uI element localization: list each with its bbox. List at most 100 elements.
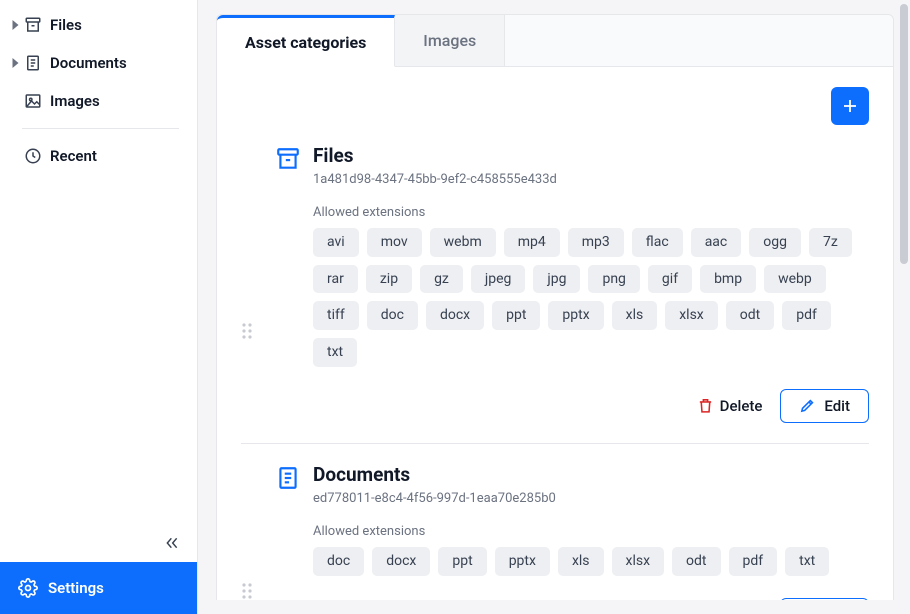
edit-button[interactable]: Edit xyxy=(780,598,869,600)
extension-tag: docx xyxy=(426,301,484,330)
sidebar-item-label: Files xyxy=(50,16,82,34)
tab-asset-categories[interactable]: Asset categories xyxy=(217,15,395,67)
extension-tag: jpeg xyxy=(471,265,526,294)
drag-icon xyxy=(241,582,253,600)
extension-tag: pdf xyxy=(782,301,831,330)
sidebar-divider xyxy=(22,128,179,129)
sidebar: Files Documents Images xyxy=(0,0,198,614)
extension-tag: rar xyxy=(313,265,358,294)
caret-icon xyxy=(10,20,20,30)
delete-button[interactable]: Delete xyxy=(697,397,763,415)
caret-icon xyxy=(10,58,20,68)
drag-handle[interactable] xyxy=(241,228,253,340)
delete-label: Delete xyxy=(720,397,763,415)
sidebar-tree: Files Documents Images xyxy=(0,0,197,524)
categories-list: Files 1a481d98-4347-45bb-9ef2-c458555e433… xyxy=(241,145,869,600)
extension-tag: mp4 xyxy=(504,228,560,257)
archive-icon xyxy=(22,16,44,34)
extension-tag: avi xyxy=(313,228,359,257)
category-content: Files 1a481d98-4347-45bb-9ef2-c458555e433… xyxy=(275,145,869,423)
sidebar-item-settings[interactable]: Settings xyxy=(0,562,197,614)
extension-tag: aac xyxy=(691,228,742,257)
document-icon xyxy=(22,54,44,72)
extension-tag: flac xyxy=(632,228,683,257)
extension-tag: pdf xyxy=(729,547,778,576)
edit-button[interactable]: Edit xyxy=(780,389,869,423)
toolbar xyxy=(241,87,869,125)
archive-icon xyxy=(275,146,301,172)
sidebar-item-images[interactable]: Images xyxy=(0,82,197,120)
extension-tag: doc xyxy=(367,301,418,330)
drag-icon xyxy=(241,322,253,340)
extension-tag: pptx xyxy=(548,301,603,330)
tabs: Asset categories Images xyxy=(217,15,893,67)
sidebar-item-recent[interactable]: Recent xyxy=(0,137,197,175)
drag-column xyxy=(241,145,275,423)
extensions-list: docdocxpptpptxxlsxlsxodtpdftxt xyxy=(313,547,869,576)
trash-icon xyxy=(697,397,714,414)
scrollbar[interactable] xyxy=(900,4,908,264)
extension-tag: tiff xyxy=(313,301,359,330)
sidebar-item-files[interactable]: Files xyxy=(0,6,197,44)
extension-tag: ogg xyxy=(749,228,801,257)
category-id: ed778011-e8c4-4f56-997d-1eaa70e285b0 xyxy=(313,491,869,506)
extension-tag: xlsx xyxy=(665,301,718,330)
extension-tag: gif xyxy=(648,265,692,294)
gear-icon xyxy=(18,578,38,598)
category-header: Documents ed778011-e8c4-4f56-997d-1eaa70e… xyxy=(275,464,869,506)
extension-tag: gz xyxy=(420,265,463,294)
extension-tag: odt xyxy=(726,301,774,330)
pencil-icon xyxy=(799,397,816,414)
tab-label: Asset categories xyxy=(245,33,366,52)
extension-tag: jpg xyxy=(533,265,580,294)
extension-tag: webm xyxy=(430,228,496,257)
category-id: 1a481d98-4347-45bb-9ef2-c458555e433d xyxy=(313,172,869,187)
sidebar-item-documents[interactable]: Documents xyxy=(0,44,197,82)
category-actions: DeleteEdit xyxy=(275,598,869,600)
collapse-sidebar-button[interactable] xyxy=(159,530,185,556)
sidebar-item-label: Images xyxy=(50,92,100,110)
add-category-button[interactable] xyxy=(831,87,869,125)
allowed-extensions-label: Allowed extensions xyxy=(313,524,869,539)
category: Documents ed778011-e8c4-4f56-997d-1eaa70e… xyxy=(241,464,869,600)
main: Asset categories Images Files 1a481d98-43… xyxy=(198,0,910,614)
plus-icon xyxy=(841,97,859,115)
sidebar-item-label: Recent xyxy=(50,147,97,165)
category-title: Files xyxy=(313,145,869,168)
extension-tag: xls xyxy=(558,547,604,576)
category-content: Documents ed778011-e8c4-4f56-997d-1eaa70e… xyxy=(275,464,869,600)
category-titles: Files 1a481d98-4347-45bb-9ef2-c458555e433… xyxy=(313,145,869,187)
drag-handle[interactable] xyxy=(241,496,253,600)
category-actions: Delete Edit xyxy=(275,389,869,423)
chevrons-left-icon xyxy=(164,535,180,551)
extension-tag: docx xyxy=(372,547,430,576)
extension-tag: webp xyxy=(764,265,826,294)
allowed-extensions-label: Allowed extensions xyxy=(313,205,869,220)
extension-tag: png xyxy=(588,265,639,294)
extension-tag: mp3 xyxy=(568,228,624,257)
extension-tag: ppt xyxy=(492,301,540,330)
tab-label: Images xyxy=(423,31,476,50)
image-icon xyxy=(22,92,44,110)
extension-tag: bmp xyxy=(700,265,756,294)
category-header: Files 1a481d98-4347-45bb-9ef2-c458555e433… xyxy=(275,145,869,187)
extension-tag: zip xyxy=(366,265,412,294)
document-icon xyxy=(275,465,301,491)
extension-tag: xls xyxy=(612,301,658,330)
category-title: Documents xyxy=(313,464,869,487)
edit-label: Edit xyxy=(824,397,850,415)
app-root: Files Documents Images xyxy=(0,0,910,614)
drag-column xyxy=(241,464,275,600)
extension-tag: txt xyxy=(785,547,829,576)
extension-tag: mov xyxy=(367,228,422,257)
tab-images[interactable]: Images xyxy=(395,15,505,67)
extension-tag: 7z xyxy=(809,228,852,257)
panel-body: Files 1a481d98-4347-45bb-9ef2-c458555e433… xyxy=(217,67,893,600)
sidebar-item-label: Documents xyxy=(50,54,127,72)
clock-icon xyxy=(22,147,44,165)
settings-panel: Asset categories Images Files 1a481d98-43… xyxy=(216,14,894,600)
extension-tag: odt xyxy=(672,547,720,576)
extension-tag: xlsx xyxy=(612,547,665,576)
extension-tag: pptx xyxy=(495,547,550,576)
extension-tag: ppt xyxy=(438,547,486,576)
